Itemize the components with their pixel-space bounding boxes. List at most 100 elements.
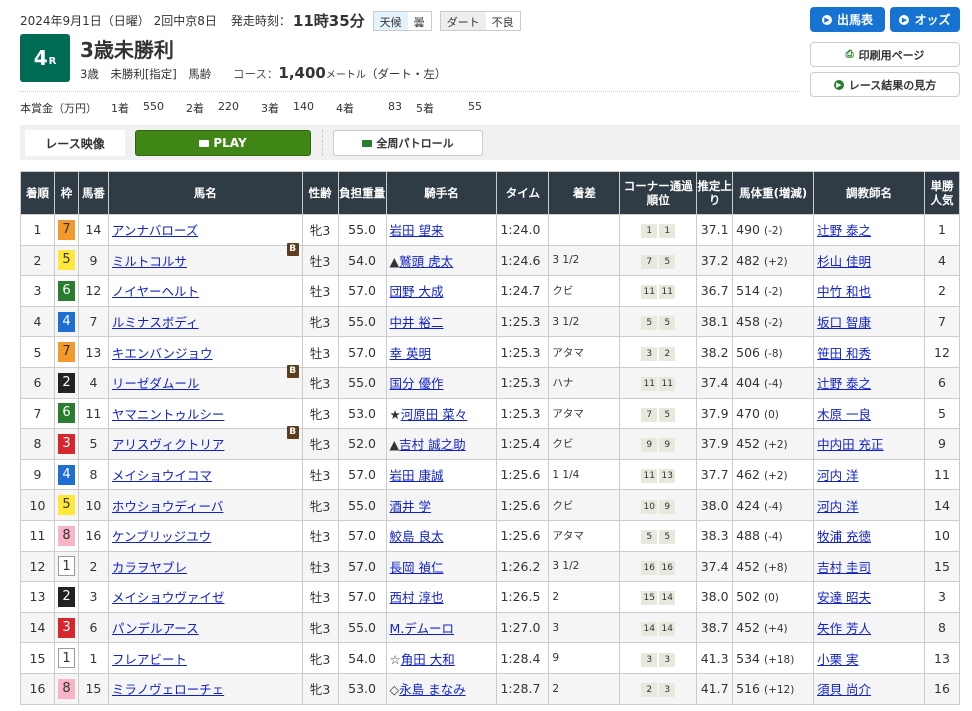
results-table: 着順枠馬番 馬名 性齢 負担重量 騎手名 タイム 着差 コーナー通過順位 推定上り 馬体重(増減)… (20, 171, 961, 705)
jockey-link[interactable]: 永島 まなみ (399, 682, 466, 698)
jockey-link[interactable]: 鮫島 良太 (389, 529, 444, 545)
horse-link[interactable]: アリスヴィクトリア (111, 437, 225, 453)
horse-link[interactable]: ヤマニントゥルシー (111, 406, 225, 422)
frame-cell: 3 (53, 611, 79, 644)
carried-weight: 55.0 (337, 366, 387, 399)
jockey-link[interactable]: 角田 大和 (400, 651, 455, 667)
horse-link[interactable]: キエンバンジョウ (111, 345, 213, 361)
trainer-link[interactable]: 須貝 尚介 (817, 682, 872, 698)
body-weight-cell: 490 (-2) (732, 214, 815, 246)
body-weight-cell: 514 (-2) (732, 275, 815, 307)
last-3f: 37.9 (696, 397, 734, 430)
body-weight: 404 (736, 375, 760, 391)
trainer-link[interactable]: 中竹 和也 (817, 284, 872, 300)
table-row: 7 6 11 ヤマニントゥルシー 牝3 53.0 ★河原田 菜々 1:25.3 アタマ 7 5 37.… (20, 397, 961, 430)
jockey-cell: ☆角田 大和 (385, 642, 498, 674)
jockey-cell: M.デムーロ (385, 611, 498, 644)
trainer-link[interactable]: 笹田 和秀 (817, 345, 872, 361)
race-number-suffix: R (48, 55, 57, 67)
sex-age: 牝3 (301, 397, 339, 430)
finish-position: 14 (20, 611, 55, 644)
corner-position: 3 (659, 683, 676, 698)
trainer-link[interactable]: 辻野 泰之 (817, 376, 872, 392)
jockey-cell: ◇永島 まなみ (385, 672, 498, 705)
jockey-link[interactable]: 河原田 菜々 (400, 406, 468, 422)
jockey-link[interactable]: 幸 英明 (389, 345, 432, 361)
corner-position: 2 (659, 346, 676, 361)
sex-age: 牡3 (301, 336, 339, 368)
horse-link[interactable]: ミルトコルサ (111, 253, 187, 269)
col-jockey-header: 騎手名 (385, 171, 498, 215)
trainer-link[interactable]: 辻野 泰之 (817, 223, 872, 239)
jockey-link[interactable]: 酒井 学 (389, 498, 432, 514)
play-button[interactable]: PLAY (135, 130, 311, 156)
finish-position: 10 (20, 489, 55, 521)
horse-link[interactable]: ミラノヴェローチェ (111, 682, 225, 698)
frame-cell: 6 (53, 397, 79, 430)
howto-button[interactable]: ▶ レース結果の見方 (810, 72, 960, 97)
jockey-link[interactable]: 吉村 誠之助 (399, 437, 466, 453)
horse-link[interactable]: ホウショウディーバ (111, 498, 224, 514)
trainer-link[interactable]: 河内 洋 (817, 498, 859, 514)
trainer-link[interactable]: 河内 洋 (817, 468, 859, 484)
trainer-link[interactable]: 小栗 実 (817, 651, 859, 667)
body-weight: 452 (736, 558, 760, 574)
frame-number: 1 (57, 556, 75, 577)
finish-time: 1:26.2 (496, 550, 550, 583)
horse-link[interactable]: ルミナスボディ (111, 315, 199, 331)
corner-position: 3 (659, 652, 676, 667)
popularity: 1 (923, 214, 961, 246)
jockey-link[interactable]: 長岡 禎仁 (389, 559, 444, 575)
horse-link[interactable]: ケンブリッジユウ (111, 529, 212, 545)
horse-cell: リーゼダムール B (107, 365, 303, 399)
horse-link[interactable]: アンナバローズ (111, 223, 199, 239)
jockey-link[interactable]: 団野 大成 (389, 284, 444, 300)
body-weight-change: (-8) (763, 347, 783, 360)
margin: ハナ (548, 366, 621, 399)
trainer-cell: 笹田 和秀 (813, 336, 925, 368)
jockey-link[interactable]: 岩田 康誠 (389, 468, 444, 484)
entries-button[interactable]: ▶ 出馬表 (810, 7, 885, 32)
carried-weight: 55.0 (337, 489, 387, 521)
jockey-link[interactable]: 鷲頭 虎太 (399, 253, 454, 269)
start-time-label: 発走時刻： (230, 14, 291, 28)
trainer-link[interactable]: 中内田 充正 (817, 437, 884, 453)
horse-link[interactable]: メイショウヴァイゼ (111, 590, 225, 606)
jockey-link[interactable]: 国分 優作 (389, 376, 444, 392)
trainer-link[interactable]: 杉山 佳明 (817, 253, 872, 269)
jockey-link[interactable]: M.デムーロ (389, 621, 455, 637)
frame-cell: 7 (53, 336, 79, 368)
finish-position: 6 (20, 366, 55, 399)
horse-link[interactable]: ノイヤーヘルト (111, 284, 200, 300)
finish-time: 1:25.6 (496, 519, 550, 552)
video-label: レース映像 (25, 130, 125, 156)
corner-position: 16 (641, 560, 658, 575)
corner-position: 11 (641, 377, 658, 392)
horse-link[interactable]: パンデルアース (111, 621, 199, 637)
trainer-link[interactable]: 矢作 芳人 (817, 621, 872, 637)
horse-link[interactable]: カラヲヤブレ (111, 559, 187, 575)
trainer-link[interactable]: 坂口 智康 (817, 315, 872, 331)
sex-age: 牝3 (301, 214, 339, 246)
trainer-link[interactable]: 牧浦 充徳 (817, 529, 872, 545)
trainer-link[interactable]: 吉村 圭司 (817, 559, 872, 575)
jockey-mark: ★ (389, 406, 401, 422)
frame-cell: 8 (53, 519, 79, 552)
trainer-link[interactable]: 安達 昭夫 (817, 590, 872, 606)
corner-positions: 14 14 (619, 611, 698, 644)
jockey-link[interactable]: 岩田 望来 (389, 223, 444, 239)
horse-link[interactable]: フレアビート (111, 651, 187, 667)
jockey-link[interactable]: 西村 淳也 (389, 590, 444, 606)
print-button[interactable]: ⎙ 印刷用ページ (810, 42, 960, 67)
trainer-link[interactable]: 木原 一良 (817, 406, 872, 422)
horse-link[interactable]: リーゼダムール (111, 376, 200, 392)
jockey-link[interactable]: 中井 裕二 (389, 315, 444, 331)
corner-position: 5 (659, 316, 676, 331)
odds-button[interactable]: ▶ オッズ (890, 7, 960, 32)
horse-link[interactable]: メイショウイコマ (111, 468, 212, 484)
last-3f: 37.7 (696, 458, 734, 491)
patrol-button[interactable]: 全周パトロール (333, 130, 483, 156)
body-weight-cell: 488 (-4) (732, 519, 815, 552)
body-weight-cell: 506 (-8) (732, 336, 815, 368)
